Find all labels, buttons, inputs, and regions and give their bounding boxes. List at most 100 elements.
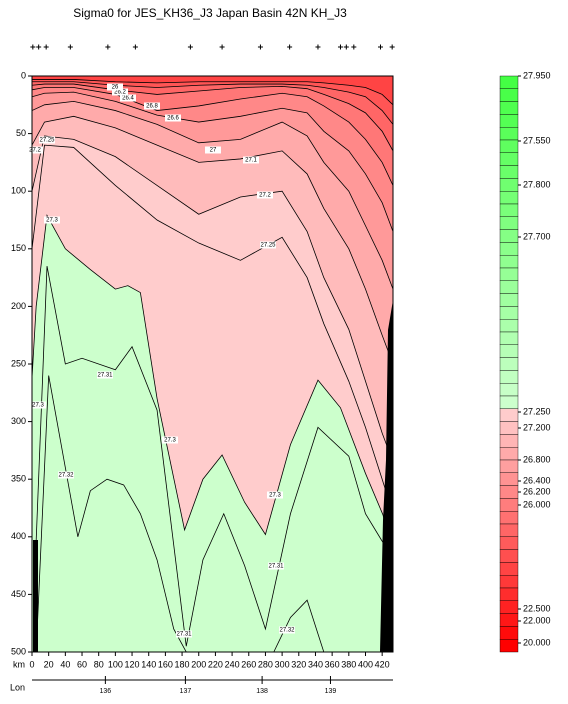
contour-line bbox=[32, 87, 393, 186]
colorbar-cell bbox=[499, 459, 519, 474]
colorbar-cell bbox=[499, 88, 519, 102]
lon-tick-label: 136 bbox=[100, 688, 112, 695]
plot-layer bbox=[32, 76, 393, 652]
x-tick-label: 120 bbox=[125, 659, 140, 669]
contour-label: 27.3 bbox=[269, 493, 281, 499]
colorbar-cell bbox=[499, 600, 519, 614]
colorbar-label: 26.400 bbox=[523, 475, 551, 485]
colorbar-label: 27.200 bbox=[523, 422, 551, 432]
station-marker bbox=[389, 44, 395, 50]
x-tick-label: 200 bbox=[191, 659, 206, 669]
x-tick-label: 360 bbox=[325, 659, 340, 669]
y-tick-label: 300 bbox=[11, 416, 26, 426]
contour-label-bg bbox=[27, 146, 43, 154]
colorbar-label: 20.000 bbox=[523, 637, 551, 647]
colorbar-cell bbox=[499, 549, 519, 563]
contour-label-bg bbox=[44, 216, 60, 224]
chart-title: Sigma0 for JES_KH36_J3 Japan Basin 42N K… bbox=[73, 6, 347, 20]
colorbar-label: 27.700 bbox=[523, 231, 551, 241]
y-tick-label: 250 bbox=[11, 358, 26, 368]
station-marker bbox=[315, 44, 321, 50]
colorbar-cell bbox=[499, 626, 519, 640]
x-tick-label: 240 bbox=[225, 659, 240, 669]
station-marker bbox=[43, 44, 49, 50]
contour-label: 27.3 bbox=[32, 403, 44, 409]
x-axis-label: km bbox=[13, 659, 25, 669]
x-tick-label: 340 bbox=[308, 659, 323, 669]
x-tick-label: 320 bbox=[291, 659, 306, 669]
colorbar-label: 26.200 bbox=[523, 486, 551, 496]
contour-label: 26 bbox=[112, 85, 119, 91]
station-marker bbox=[287, 44, 293, 50]
contour-label-bg bbox=[58, 471, 74, 479]
colorbar-cell bbox=[499, 472, 519, 486]
colorbar-cell bbox=[499, 485, 519, 499]
colorbar-cell bbox=[499, 331, 519, 346]
colorbar-cell bbox=[499, 587, 519, 602]
station-marker bbox=[343, 44, 349, 50]
lon-axis-label: Lon bbox=[10, 682, 25, 692]
bathymetry bbox=[380, 300, 393, 652]
colorbar-cell bbox=[499, 139, 519, 154]
contour-label-bg bbox=[30, 401, 46, 409]
contour-label: 27.2 bbox=[29, 148, 41, 154]
colorbar-cell bbox=[499, 190, 519, 205]
contour-line bbox=[32, 100, 393, 290]
colorbar-cell bbox=[499, 75, 519, 90]
contour-label-bg bbox=[205, 146, 221, 154]
colorbar-cell bbox=[499, 408, 519, 422]
x-tick-label: 20 bbox=[44, 659, 54, 669]
contour-label: 27.32 bbox=[279, 628, 295, 634]
contour-label-bg bbox=[260, 241, 276, 249]
colorbar-cell bbox=[499, 370, 519, 384]
contour-label-bg bbox=[268, 562, 284, 570]
colorbar-label: 22.500 bbox=[523, 603, 551, 613]
colorbar-label: 27.550 bbox=[523, 135, 551, 145]
contour-label-bg bbox=[107, 83, 123, 91]
station-marker bbox=[105, 44, 111, 50]
colorbar-label: 27.800 bbox=[523, 179, 551, 189]
contour-line bbox=[32, 115, 393, 365]
x-tick-label: 160 bbox=[158, 659, 173, 669]
contour-label: 27.3 bbox=[46, 218, 58, 224]
contour-label: 26.4 bbox=[122, 96, 134, 102]
colorbar-cell bbox=[499, 126, 519, 141]
x-tick-label: 280 bbox=[258, 659, 273, 669]
contour-label: 27.31 bbox=[268, 564, 284, 570]
x-tick-label: 420 bbox=[375, 659, 390, 669]
colorbar-cell bbox=[499, 613, 519, 627]
contour-line bbox=[32, 83, 393, 152]
lon-tick-label: 139 bbox=[325, 688, 337, 695]
colorbar-cell bbox=[499, 536, 519, 550]
y-tick-label: 500 bbox=[11, 646, 26, 656]
colorbar-cell bbox=[499, 254, 519, 269]
contour-label: 27.31 bbox=[176, 632, 192, 638]
colorbar-cell bbox=[499, 344, 519, 358]
colorbar-label: 22.000 bbox=[523, 615, 551, 625]
contour-line bbox=[32, 81, 393, 125]
colorbar-cell bbox=[499, 434, 519, 448]
station-marker bbox=[257, 44, 263, 50]
station-marker bbox=[187, 44, 193, 50]
contour-label: 27.25 bbox=[39, 138, 55, 144]
contour-label-bg bbox=[97, 371, 113, 379]
colorbar-cell bbox=[499, 383, 519, 397]
y-tick-label: 350 bbox=[11, 474, 26, 484]
y-tick-label: 50 bbox=[16, 128, 26, 138]
contour-line bbox=[32, 91, 393, 232]
colorbar-label: 27.250 bbox=[523, 406, 551, 416]
contour-label-bg bbox=[120, 94, 136, 102]
y-tick-label: 150 bbox=[11, 243, 26, 253]
colorbar-cell bbox=[499, 280, 519, 294]
colorbar-cell bbox=[499, 562, 519, 576]
station-marker bbox=[132, 44, 138, 50]
contour-label: 27.2 bbox=[259, 193, 271, 199]
lon-tick-label: 137 bbox=[180, 688, 192, 695]
colorbar-cell bbox=[499, 421, 519, 435]
colorbar-cell bbox=[499, 242, 519, 256]
colorbar-cell bbox=[499, 523, 519, 538]
colorbar-cell bbox=[499, 114, 519, 128]
contour-label-bg bbox=[267, 491, 283, 499]
contour-label-bg bbox=[257, 191, 273, 199]
